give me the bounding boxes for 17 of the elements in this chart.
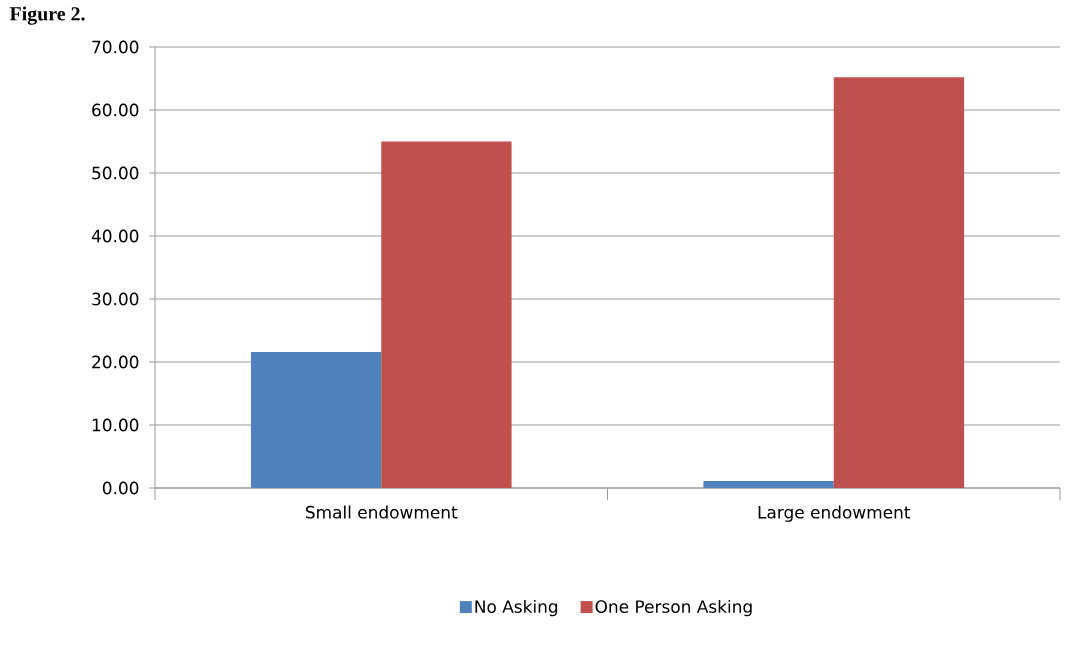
legend-label: One Person Asking — [595, 599, 752, 617]
x-tick-label: Small endowment — [305, 505, 458, 519]
bar — [381, 141, 512, 488]
bar — [703, 481, 834, 488]
y-tick-label: 30.00 — [92, 292, 139, 306]
chart-title: Figure 2. — [9, 6, 85, 25]
y-tick-label: 10.00 — [92, 418, 139, 432]
bar — [833, 77, 965, 488]
y-tick-label: 50.00 — [92, 166, 139, 180]
legend-label: No Asking — [475, 599, 558, 617]
y-tick-label: 20.00 — [92, 355, 139, 369]
y-tick-label: 40.00 — [91, 229, 139, 243]
y-tick-label: 60.00 — [92, 103, 139, 117]
y-tick-label: 0.00 — [102, 481, 139, 495]
x-tick-label: Large endowment — [758, 505, 911, 522]
bar — [250, 351, 382, 488]
y-tick-label: 70.00 — [92, 40, 139, 54]
